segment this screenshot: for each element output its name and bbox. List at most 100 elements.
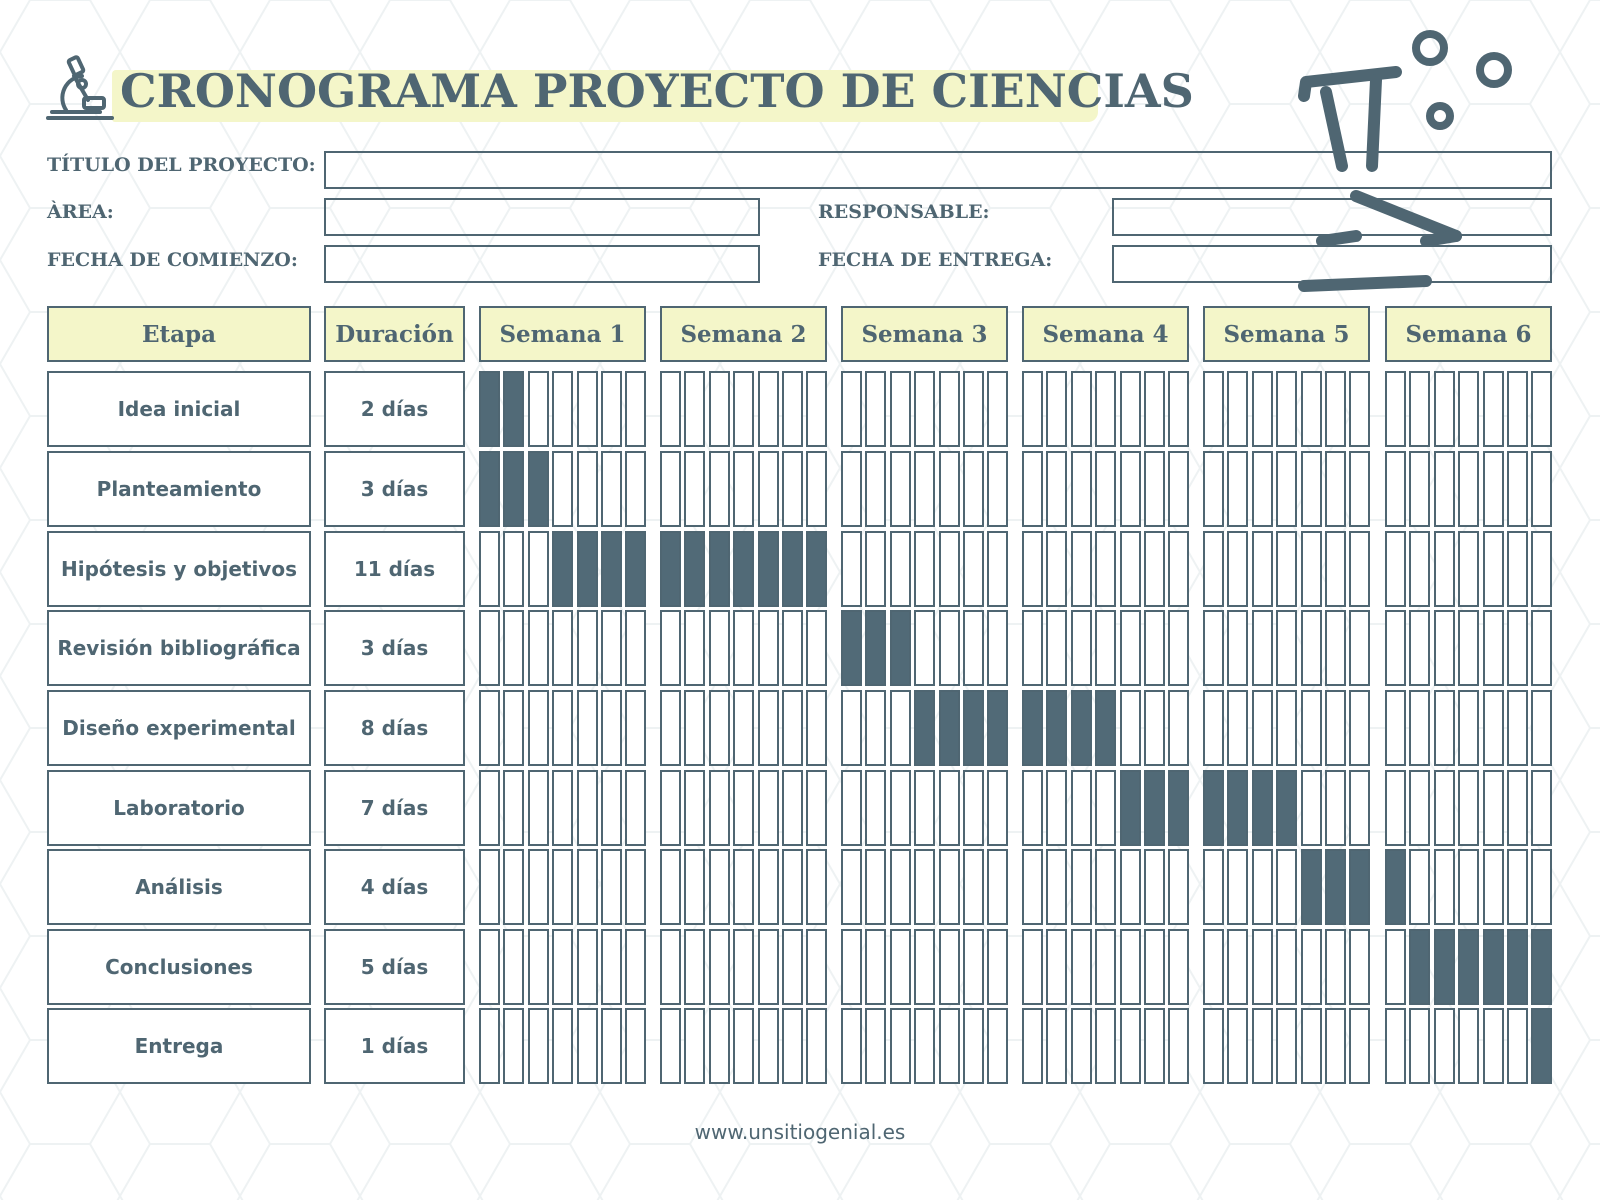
day-cell[interactable] <box>1300 531 1322 607</box>
day-cell-filled[interactable] <box>1144 770 1165 846</box>
day-cell[interactable] <box>1433 770 1455 846</box>
day-cell-filled[interactable] <box>708 531 730 607</box>
day-cell[interactable] <box>1433 610 1455 686</box>
day-cell[interactable] <box>1203 451 1224 527</box>
day-cell[interactable] <box>625 610 647 686</box>
day-cell[interactable] <box>963 451 984 527</box>
day-cell[interactable] <box>733 849 755 925</box>
day-cell[interactable] <box>1531 451 1553 527</box>
day-cell[interactable] <box>1251 849 1273 925</box>
day-cell[interactable] <box>1119 929 1141 1005</box>
day-cell[interactable] <box>601 929 622 1005</box>
day-cell[interactable] <box>841 531 862 607</box>
day-cell[interactable] <box>625 770 647 846</box>
day-cell[interactable] <box>1409 690 1431 766</box>
day-cell[interactable] <box>938 531 960 607</box>
day-cell[interactable] <box>708 849 730 925</box>
day-cell-filled[interactable] <box>1227 770 1249 846</box>
day-cell[interactable] <box>601 1008 622 1084</box>
day-cell[interactable] <box>987 451 1009 527</box>
day-cell[interactable] <box>1409 1008 1431 1084</box>
day-cell[interactable] <box>552 929 574 1005</box>
day-cell[interactable] <box>1144 531 1165 607</box>
day-cell[interactable] <box>841 849 862 925</box>
day-cell[interactable] <box>1070 849 1092 925</box>
day-cell-filled[interactable] <box>1251 770 1273 846</box>
day-cell-filled[interactable] <box>503 371 525 447</box>
day-cell[interactable] <box>1168 371 1190 447</box>
day-cell-filled[interactable] <box>1531 1008 1553 1084</box>
day-cell-filled[interactable] <box>1119 770 1141 846</box>
day-cell[interactable] <box>527 1008 549 1084</box>
day-cell[interactable] <box>684 929 706 1005</box>
day-cell[interactable] <box>503 610 525 686</box>
day-cell[interactable] <box>1203 610 1224 686</box>
day-cell[interactable] <box>841 1008 862 1084</box>
day-cell[interactable] <box>1095 929 1117 1005</box>
day-cell[interactable] <box>938 1008 960 1084</box>
day-cell[interactable] <box>1046 1008 1068 1084</box>
day-cell-filled[interactable] <box>1022 690 1043 766</box>
day-cell[interactable] <box>552 770 574 846</box>
day-cell-filled[interactable] <box>1276 770 1298 846</box>
day-cell[interactable] <box>1349 610 1371 686</box>
day-cell[interactable] <box>1482 610 1504 686</box>
day-cell[interactable] <box>479 849 500 925</box>
day-cell-filled[interactable] <box>601 531 622 607</box>
day-cell-filled[interactable] <box>1095 690 1117 766</box>
day-cell-filled[interactable] <box>503 451 525 527</box>
day-cell[interactable] <box>1022 1008 1043 1084</box>
day-cell[interactable] <box>1022 929 1043 1005</box>
day-cell[interactable] <box>1300 610 1322 686</box>
day-cell[interactable] <box>914 849 936 925</box>
day-cell[interactable] <box>1458 610 1480 686</box>
day-cell[interactable] <box>782 451 803 527</box>
day-cell[interactable] <box>1300 770 1322 846</box>
day-cell[interactable] <box>1507 451 1528 527</box>
day-cell-filled[interactable] <box>1531 929 1553 1005</box>
day-cell[interactable] <box>757 770 779 846</box>
day-cell-filled[interactable] <box>963 690 984 766</box>
day-cell[interactable] <box>1276 849 1298 925</box>
day-cell[interactable] <box>1385 1008 1406 1084</box>
day-cell[interactable] <box>708 770 730 846</box>
day-cell[interactable] <box>576 690 598 766</box>
day-cell[interactable] <box>684 1008 706 1084</box>
day-cell[interactable] <box>889 371 911 447</box>
day-cell[interactable] <box>987 371 1009 447</box>
day-cell[interactable] <box>938 770 960 846</box>
day-cell[interactable] <box>1095 610 1117 686</box>
day-cell[interactable] <box>1070 531 1092 607</box>
day-cell[interactable] <box>527 849 549 925</box>
day-cell[interactable] <box>806 371 828 447</box>
day-cell[interactable] <box>806 1008 828 1084</box>
day-cell[interactable] <box>1325 1008 1346 1084</box>
day-cell[interactable] <box>1095 849 1117 925</box>
day-cell[interactable] <box>1144 849 1165 925</box>
day-cell[interactable] <box>1119 610 1141 686</box>
day-cell-filled[interactable] <box>1409 929 1431 1005</box>
day-cell[interactable] <box>1251 929 1273 1005</box>
day-cell[interactable] <box>1300 451 1322 527</box>
day-cell[interactable] <box>479 610 500 686</box>
day-cell[interactable] <box>1119 1008 1141 1084</box>
day-cell[interactable] <box>1433 849 1455 925</box>
day-cell-filled[interactable] <box>576 531 598 607</box>
day-cell[interactable] <box>963 531 984 607</box>
day-cell[interactable] <box>1203 690 1224 766</box>
day-cell[interactable] <box>1203 849 1224 925</box>
day-cell[interactable] <box>938 451 960 527</box>
day-cell[interactable] <box>1482 531 1504 607</box>
day-cell[interactable] <box>527 531 549 607</box>
day-cell[interactable] <box>841 371 862 447</box>
day-cell[interactable] <box>1144 610 1165 686</box>
day-cell[interactable] <box>1507 770 1528 846</box>
day-cell[interactable] <box>660 929 681 1005</box>
day-cell[interactable] <box>914 451 936 527</box>
day-cell[interactable] <box>552 371 574 447</box>
day-cell[interactable] <box>1276 531 1298 607</box>
day-cell[interactable] <box>503 690 525 766</box>
day-cell[interactable] <box>1507 1008 1528 1084</box>
day-cell-filled[interactable] <box>733 531 755 607</box>
day-cell[interactable] <box>1203 371 1224 447</box>
